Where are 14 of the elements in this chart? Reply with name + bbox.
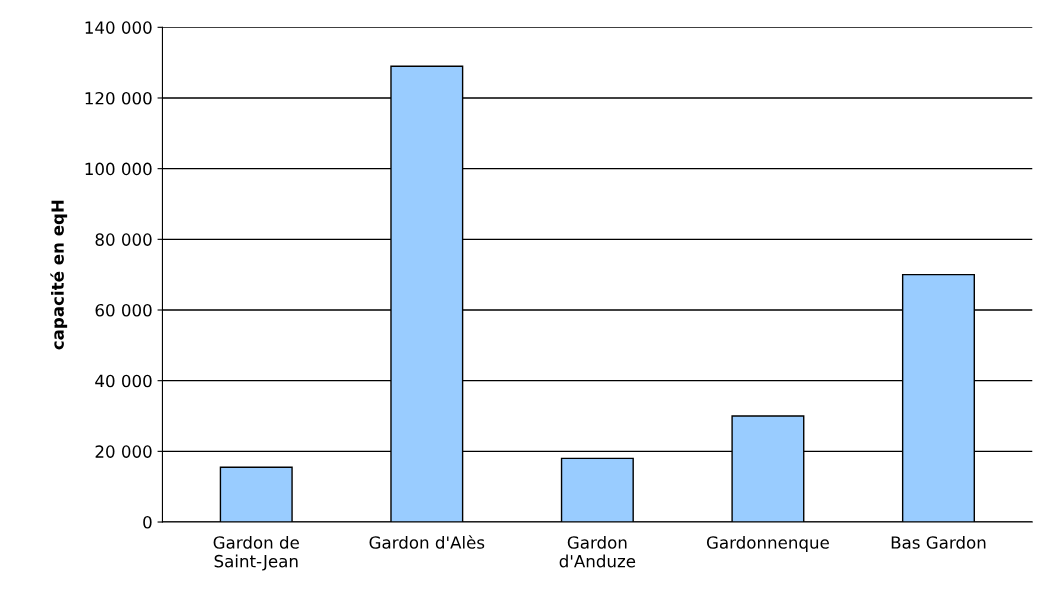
y-tick-label: 0	[143, 515, 152, 529]
y-tick-label: 20 000	[95, 445, 152, 458]
y-axis-title: capacité en eqH	[50, 200, 68, 350]
y-tick-label: 80 000	[95, 233, 152, 246]
x-tick-label: Gardon de Saint-Jean	[213, 535, 299, 571]
y-tick-label: 100 000	[85, 162, 152, 176]
x-tick-label: Gardon d'Anduze	[559, 535, 636, 568]
y-tick-label: 60 000	[95, 303, 152, 317]
y-tick-label: 140 000	[85, 21, 152, 34]
y-tick-label: 120 000	[85, 91, 152, 105]
x-tick-label: Gardonnenque	[706, 535, 829, 553]
x-tick-label: Gardon d'Alès	[369, 535, 485, 549]
y-tick-label: 40 000	[95, 374, 152, 388]
x-tick-label: Bas Gardon	[891, 535, 986, 549]
